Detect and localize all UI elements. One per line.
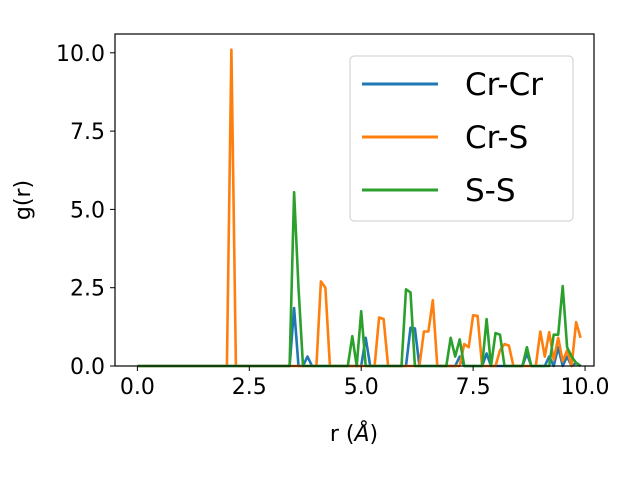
legend: Cr-Cr Cr-S S-S	[349, 55, 574, 222]
x-tick-label: 7.5	[456, 375, 491, 400]
legend-label-s-s: S-S	[465, 173, 516, 209]
legend-label-cr-s: Cr-S	[465, 120, 528, 156]
axes-frame	[114, 33, 595, 367]
x-tick-label: 2.5	[232, 375, 267, 400]
y-ticks: 0.0 2.5 5.0 7.5 10.0	[56, 42, 115, 380]
x-axis-label: r (Å)	[330, 420, 378, 447]
y-tick-label: 5.0	[70, 198, 105, 223]
y-tick-label: 0.0	[70, 355, 105, 380]
x-tick-label: 0.0	[120, 375, 155, 400]
x-ticks: 0.0 2.5 5.0 7.5 10.0	[120, 366, 610, 400]
y-tick-label: 2.5	[70, 277, 105, 302]
y-axis-label: g(r)	[11, 180, 36, 220]
series-line-cr-s	[137, 48, 582, 368]
y-tick-label: 7.5	[70, 120, 105, 145]
x-tick-label: 10.0	[561, 375, 610, 400]
x-tick-label: 5.0	[344, 375, 379, 400]
legend-label-cr-cr: Cr-Cr	[465, 67, 543, 103]
y-tick-label: 10.0	[56, 42, 105, 67]
legend-box	[349, 55, 574, 222]
